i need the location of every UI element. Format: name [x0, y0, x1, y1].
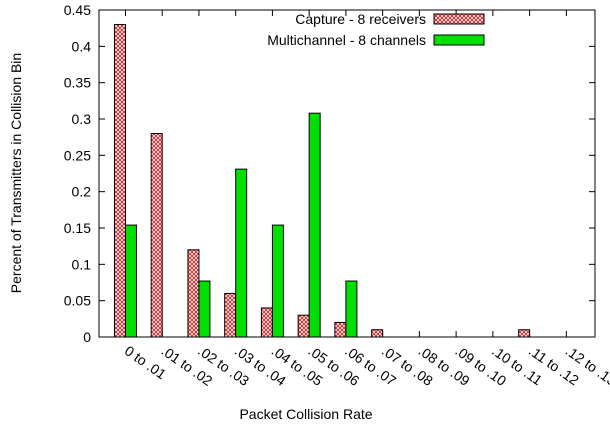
y-tick-label: 0.15: [64, 220, 91, 236]
capture-bar: [150, 133, 163, 338]
capture-bar: [260, 307, 273, 338]
legend: Capture - 8 receivers Multichannel - 8 c…: [267, 11, 485, 48]
x-axis-title: Packet Collision Rate: [239, 406, 372, 422]
capture-bar: [518, 329, 531, 338]
multichannel-bar: [345, 280, 358, 338]
capture-bar: [297, 314, 310, 338]
capture-bar: [371, 329, 384, 338]
legend-swatch-capture: [433, 13, 485, 25]
legend-label-capture: Capture - 8 receivers: [295, 11, 426, 27]
y-tick-label: 0.05: [64, 293, 91, 309]
y-tick-label: 0.3: [72, 111, 92, 127]
multichannel-bar: [308, 112, 321, 338]
y-tick-label: 0.25: [64, 147, 91, 163]
capture-bar: [334, 321, 347, 338]
y-tick-label: 0.1: [72, 256, 92, 272]
y-axis-ticks: 0 0.05 0.1 0.15 0.2 0.25 0.3 0.35 0.4 0.45: [64, 2, 595, 345]
legend-swatch-multichannel: [433, 34, 485, 46]
legend-label-multichannel: Multichannel - 8 channels: [267, 32, 426, 48]
multichannel-bar: [235, 168, 248, 338]
y-tick-label: 0.4: [72, 38, 92, 54]
y-tick-label: 0.2: [72, 184, 92, 200]
multichannel-bar: [124, 224, 137, 338]
y-tick-label: 0: [83, 329, 91, 345]
capture-bar: [224, 292, 237, 338]
y-tick-label: 0.35: [64, 75, 91, 91]
multichannel-bar: [198, 280, 211, 338]
multichannel-bar: [271, 224, 284, 338]
bars: [113, 24, 531, 338]
y-tick-label: 0.45: [64, 2, 91, 18]
x-tick-label: 0 to .01: [122, 342, 170, 382]
y-axis-title: Percent of Transmitters in Collision Bin: [8, 53, 24, 293]
capture-bar: [113, 24, 126, 338]
capture-bar: [187, 249, 200, 338]
